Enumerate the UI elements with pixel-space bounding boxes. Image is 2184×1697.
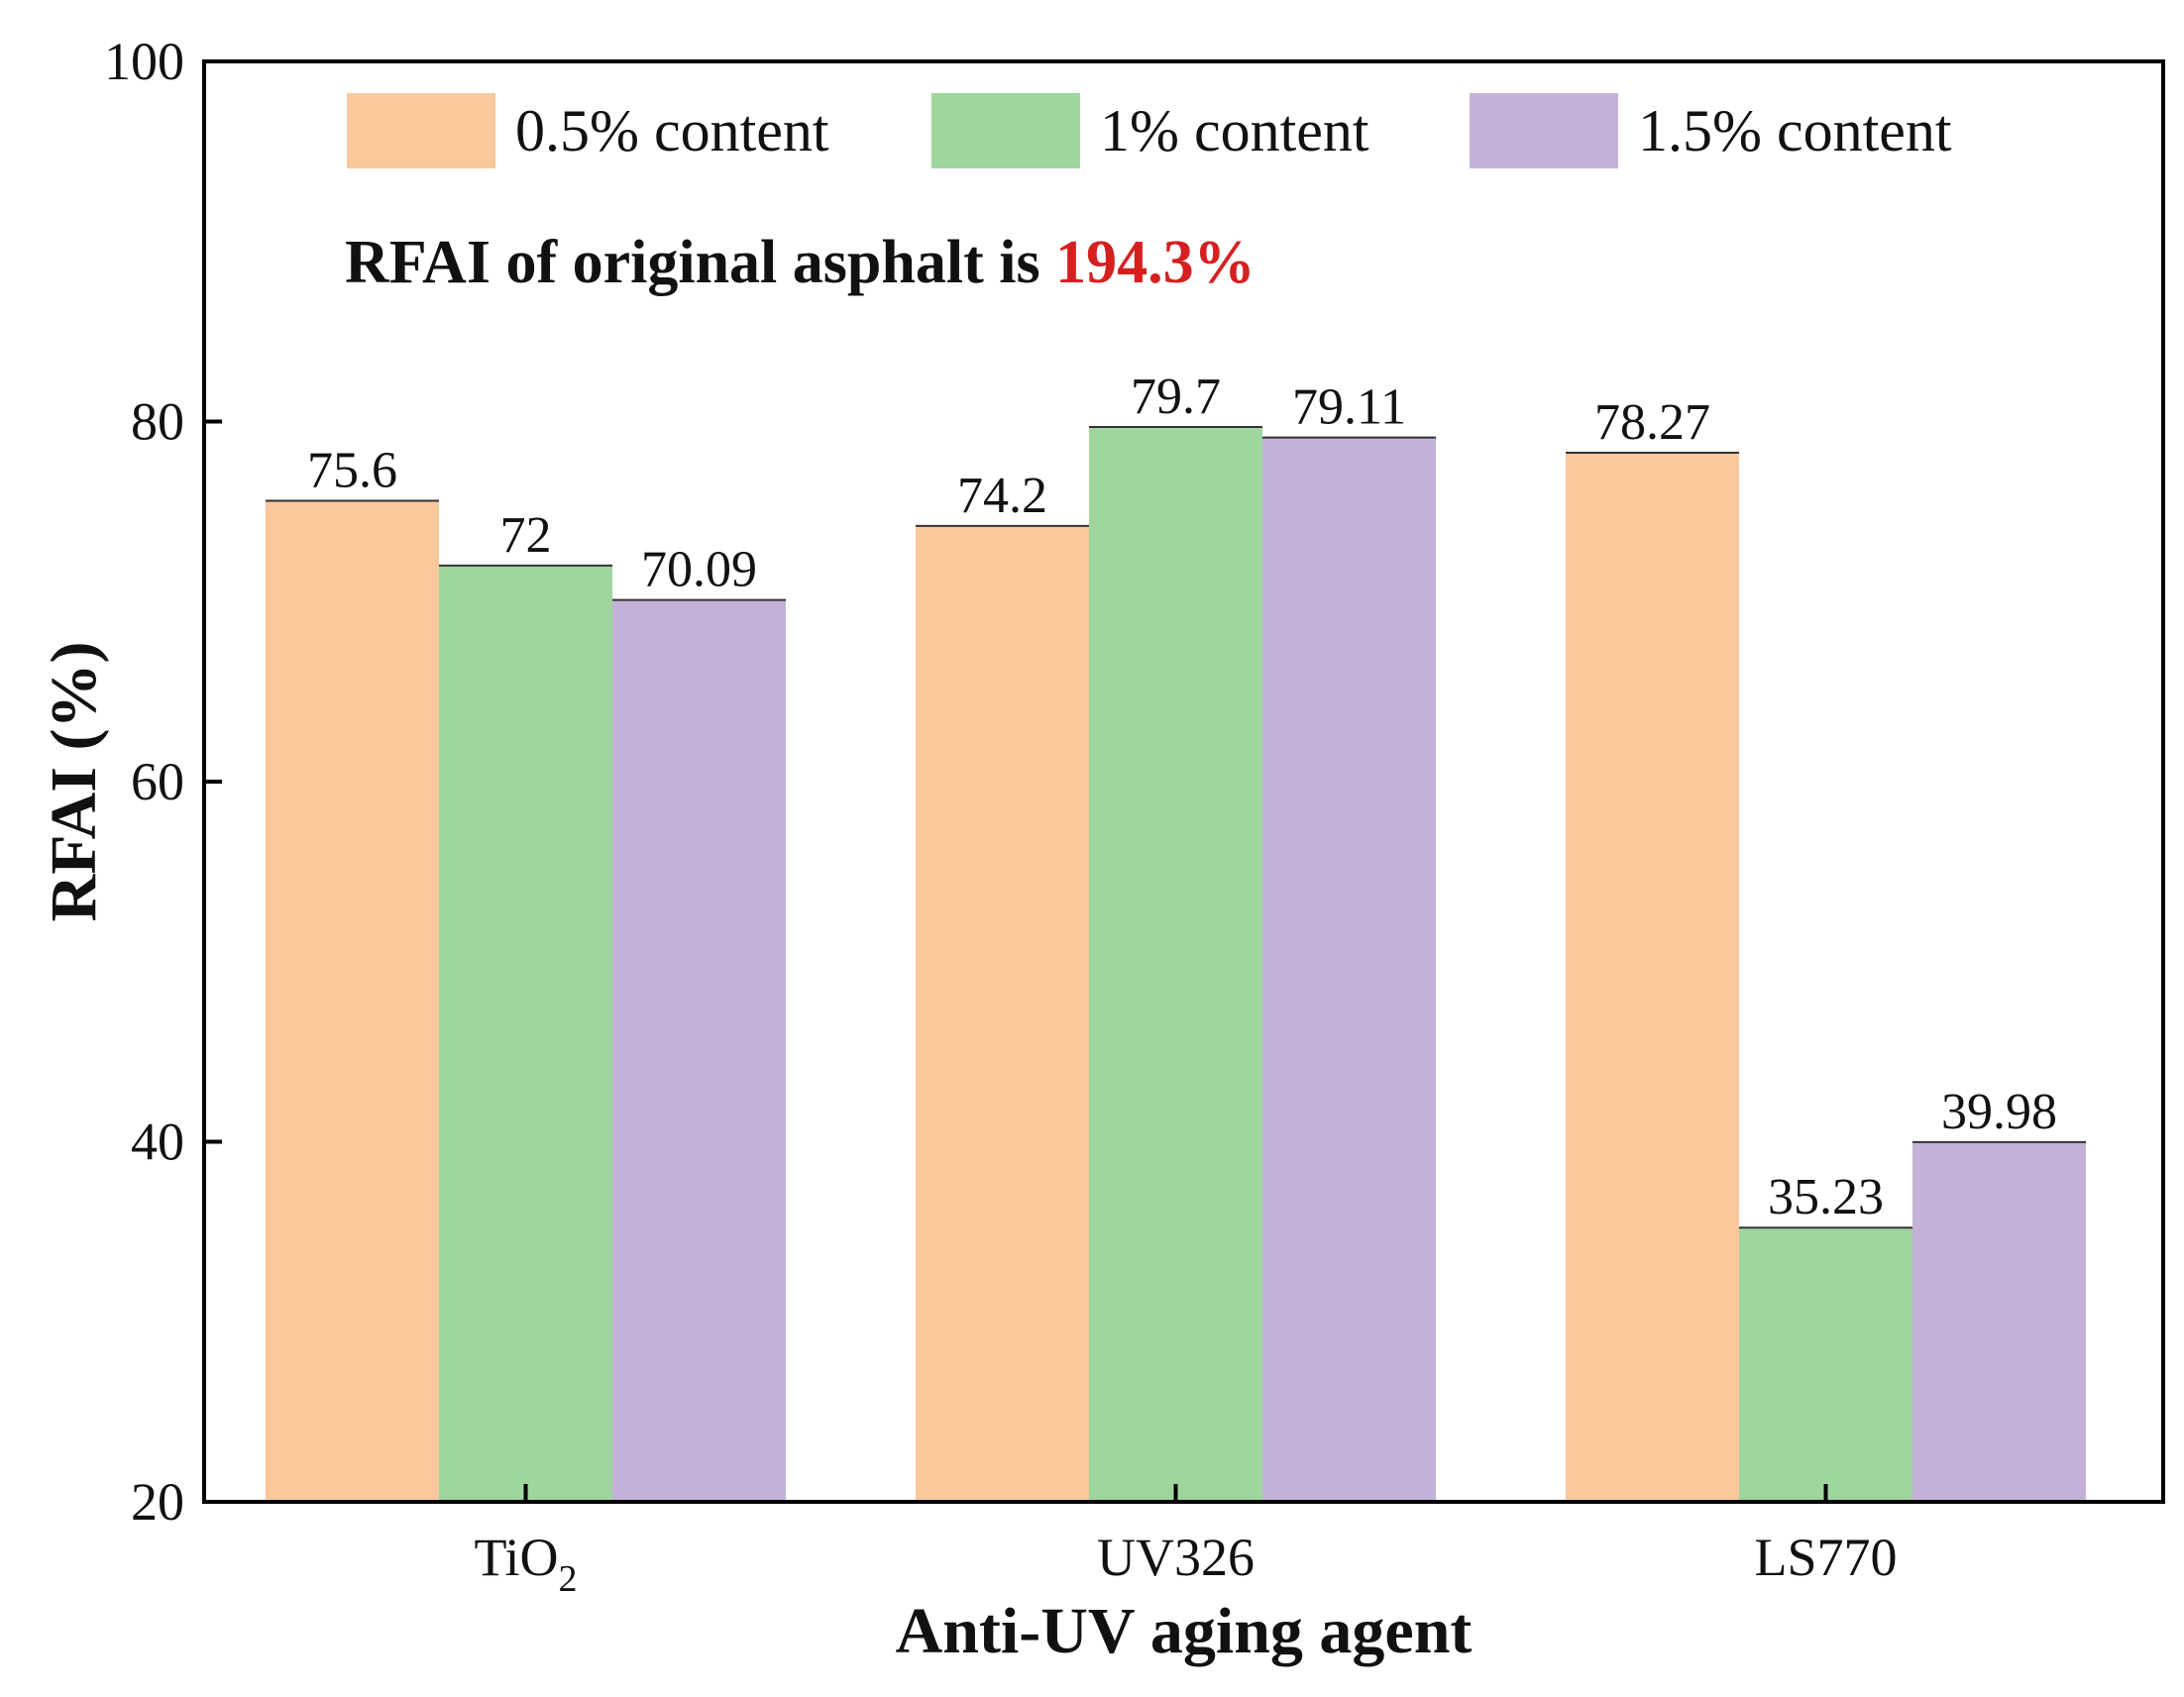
bar-1-2 [439,565,612,1502]
y-tick-label: 20 [131,1472,184,1532]
data-label-1-3: 70.09 [641,542,757,598]
data-label-3-1: 78.27 [1594,394,1710,451]
data-label-3-3: 39.98 [1941,1084,2057,1140]
x-tick-label: UV326 [1097,1528,1255,1587]
data-label-3-2: 35.23 [1768,1169,1884,1225]
annotation-prefix: RFAI of original asphalt is [345,229,1055,296]
bar-3-3 [1912,1141,2086,1502]
y-tick-label: 40 [131,1113,184,1172]
y-tick-label: 80 [131,392,184,452]
y-tick-label: 60 [131,752,184,811]
bar-1-1 [266,500,439,1503]
legend-swatch-1 [347,93,495,168]
legend-label-3: 1.5% content [1638,98,1952,163]
legend: 0.5% content 1% content 1.5% content [347,93,1952,168]
bar-3-2 [1739,1227,1912,1502]
legend-swatch-2 [931,93,1080,168]
y-axis-title: RFAI (%) [38,642,110,922]
category-name: LS770 [1754,1528,1897,1587]
data-label-2-1: 74.2 [957,468,1047,524]
legend-label-1: 0.5% content [515,98,829,163]
bar-3-1 [1566,452,1739,1502]
y-tick-label: 100 [104,32,184,91]
legend-label-2: 1% content [1100,98,1369,163]
bar-2-2 [1089,426,1262,1502]
x-axis: TiO2 UV326 LS770 [474,1484,1898,1600]
category-name: TiO [474,1528,558,1587]
data-label-1-1: 75.6 [307,442,397,498]
bars-group [266,425,2086,1503]
x-axis-title: Anti-UV aging agent [896,1595,1473,1667]
x-tick-label: LS770 [1754,1528,1897,1587]
y-axis: 20 40 60 80 100 [104,32,222,1532]
bar-2-3 [1262,437,1436,1502]
category-name: UV326 [1097,1528,1255,1587]
annotation-text: RFAI of original asphalt is 194.3% [345,229,1256,296]
data-labels-group: 75.6 72 70.09 74.2 79.7 79.11 78.27 35.23 39.98 [307,369,2057,1225]
data-label-2-3: 79.11 [1292,379,1406,436]
bar-2-1 [916,525,1089,1502]
data-label-1-2: 72 [500,507,552,564]
legend-swatch-3 [1470,93,1618,168]
bar-1-3 [612,599,786,1502]
x-tick-label: TiO2 [474,1528,577,1600]
data-label-2-2: 79.7 [1131,369,1221,425]
annotation-highlight: 194.3% [1055,229,1256,296]
category-subscript: 2 [559,1558,578,1600]
